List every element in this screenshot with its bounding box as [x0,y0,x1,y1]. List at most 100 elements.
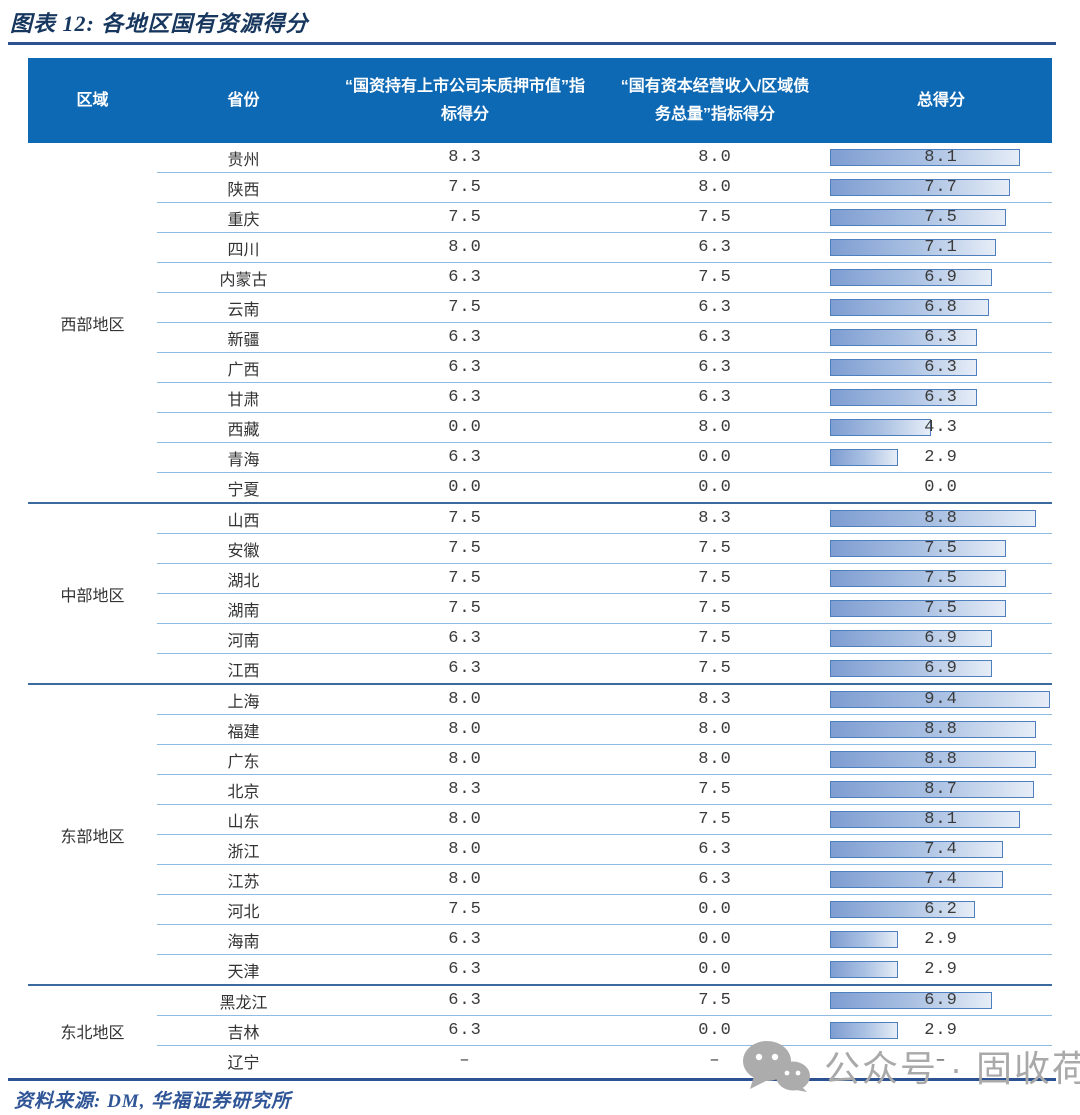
score1-cell: 6.3 [330,930,600,949]
score1-cell: 6.3 [330,659,600,678]
score2-value: 7.5 [698,810,732,829]
province-cell: 江西 [227,662,260,680]
table-row: 海南 6.3 0.0 2.9 [157,925,1052,955]
score2-cell: 7.5 [600,268,830,287]
score2-value: 8.0 [698,178,732,197]
province-cell: 黑龙江 [219,994,268,1012]
total-score-bar [830,841,1004,858]
region-label: 中部地区 [60,587,125,605]
score1-cell: 8.3 [330,148,600,167]
total-score-cell: 8.8 [830,720,1052,739]
total-score-bar [830,600,1006,617]
province-cell: 甘肃 [227,391,260,409]
score2-cell: 8.3 [600,509,830,528]
province-cell: 天津 [227,963,260,981]
total-score-value: 6.8 [924,298,958,317]
score2-value: 6.3 [698,238,732,257]
score2-value: 0.0 [698,448,732,467]
bottom-rule [8,1078,1056,1081]
total-score-value: 2.9 [924,1021,958,1040]
score2-value: 6.3 [698,298,732,317]
total-score-value: 6.9 [924,991,958,1010]
score1-cell: 7.5 [330,298,600,317]
total-score-bar [830,299,990,316]
total-score-bar [830,660,992,677]
table-row: 陕西 7.5 8.0 7.7 [157,173,1052,203]
region-group: 东部地区 上海 8.0 8.3 9.4 福建 8.0 8.0 8.8 广东 8.0 8.0 8.8 北京 8… [28,683,1052,984]
score2-cell: 6.3 [600,298,830,317]
score1-cell: 6.3 [330,448,600,467]
total-score-cell: 6.3 [830,388,1052,407]
province-cell: 辽宁 [227,1054,260,1072]
total-score-cell: 2.9 [830,448,1052,467]
score2-value: 0.0 [698,1021,732,1040]
score2-cell: 8.0 [600,750,830,769]
table-row: 四川 8.0 6.3 7.1 [157,233,1052,263]
table-row: 福建 8.0 8.0 8.8 [157,715,1052,745]
score-table: 区域 省份 “国资持有上市公司未质押市值”指标得分 “国有资本经营收入/区域债务… [28,58,1052,1075]
score2-value: 7.5 [698,991,732,1010]
score2-cell: 7.5 [600,208,830,227]
score2-cell: 6.3 [600,840,830,859]
province-cell: 贵州 [227,151,260,169]
total-score-cell: 7.4 [830,870,1052,889]
total-score-cell: 0.0 [830,478,1052,497]
total-score-value: 2.9 [924,930,958,949]
region-rows: 贵州 8.3 8.0 8.1 陕西 7.5 8.0 7.7 重庆 7.5 7.5 7.5 四川 8.0 6.… [157,143,1052,502]
total-score-bar [830,389,978,406]
total-score-cell: 7.4 [830,840,1052,859]
total-score-value: 6.3 [924,388,958,407]
score1-cell: 8.0 [330,810,600,829]
score1-value: 7.5 [448,208,482,227]
score2-value: 7.5 [698,780,732,799]
score1-value: 8.0 [448,750,482,769]
total-score-value: 8.8 [924,509,958,528]
score2-value: 6.3 [698,388,732,407]
total-score-cell: 2.9 [830,930,1052,949]
total-score-value: – [935,1051,947,1070]
total-score-bar [830,721,1036,738]
score1-value: 7.5 [448,569,482,588]
total-score-value: 6.9 [924,629,958,648]
score2-value: 6.3 [698,328,732,347]
watermark: 公众号 · 固收荷语 [742,1040,1080,1092]
total-score-cell: 7.5 [830,599,1052,618]
total-score-value: 8.7 [924,780,958,799]
score2-cell: 7.5 [600,991,830,1010]
score2-cell: 7.5 [600,599,830,618]
score1-cell: 6.3 [330,960,600,979]
total-score-value: 2.9 [924,448,958,467]
score2-cell: 0.0 [600,478,830,497]
score1-cell: 8.0 [330,840,600,859]
total-score-cell: 8.1 [830,148,1052,167]
region-group: 东北地区 黑龙江 6.3 7.5 6.9 吉林 6.3 0.0 2.9 辽宁 – – – [28,984,1052,1075]
score1-cell: 6.3 [330,328,600,347]
region-rows: 上海 8.0 8.3 9.4 福建 8.0 8.0 8.8 广东 8.0 8.0 8.8 北京 8.3 7.… [157,685,1052,984]
total-score-bar [830,419,931,436]
total-score-cell: 8.1 [830,810,1052,829]
score1-value: 0.0 [448,478,482,497]
score2-cell: 0.0 [600,960,830,979]
score2-value: 0.0 [698,900,732,919]
score2-cell: 8.3 [600,690,830,709]
score1-cell: 6.3 [330,991,600,1010]
score2-cell: 0.0 [600,448,830,467]
province-cell: 湖南 [227,602,260,620]
total-score-cell: 7.5 [830,539,1052,558]
total-score-bar [830,931,898,948]
total-score-cell: 6.8 [830,298,1052,317]
total-score-bar [830,871,1004,888]
province-cell: 河南 [227,632,260,650]
total-score-bar [830,540,1006,557]
province-cell: 新疆 [227,331,260,349]
table-row: 内蒙古 6.3 7.5 6.9 [157,263,1052,293]
header-total-score: 总得分 [916,91,965,109]
score1-cell: 6.3 [330,358,600,377]
score2-value: 8.0 [698,750,732,769]
total-score-bar [830,811,1020,828]
province-cell: 宁夏 [227,481,260,499]
table-body: 西部地区 贵州 8.3 8.0 8.1 陕西 7.5 8.0 7.7 重庆 7.5 7.5 7.5 四川 8… [28,143,1052,1075]
header-unpledged-market-cap-score: “国资持有上市公司未质押市值”指标得分 [344,78,585,123]
table-row: 江苏 8.0 6.3 7.4 [157,865,1052,895]
score1-cell: 0.0 [330,478,600,497]
